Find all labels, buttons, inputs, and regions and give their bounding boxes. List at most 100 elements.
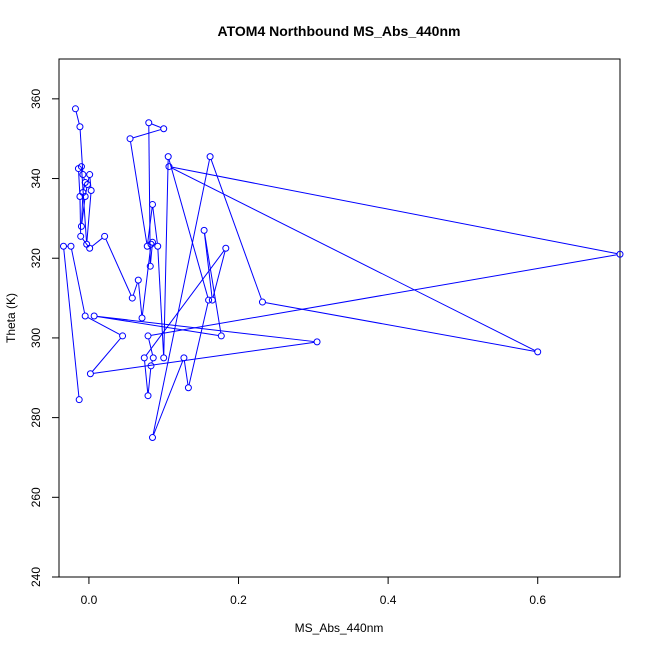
series-segment [153,360,184,435]
series-segment [132,129,161,139]
series-segment [145,250,225,356]
series-segment [152,159,210,435]
series-segment [168,159,209,298]
data-point [217,332,225,340]
data-point [77,222,85,230]
data-point [138,314,146,322]
data-point [143,242,151,250]
data-point [146,262,154,270]
series-segment [203,233,213,298]
data-point [147,240,155,248]
series-segment [157,249,165,355]
series-segment [152,207,158,244]
data-point [87,186,95,194]
series-segment [105,238,132,296]
series-segment [150,254,618,336]
series-segment [265,302,535,352]
data-point [184,384,192,392]
y-tick-label: 240 [29,567,43,587]
series-segment [89,177,92,188]
data-point [81,179,89,187]
data-point [160,125,168,133]
data-point [134,276,142,284]
series-segment [97,315,219,336]
data-point [147,362,155,370]
data-point [222,244,230,252]
data-point [205,296,213,304]
data-point [149,238,156,246]
series-segment [79,199,82,234]
series-segment [97,315,315,343]
series-segment [93,341,315,374]
data-point [76,192,84,200]
series-segment [79,129,84,172]
x-tick-label: 0.0 [81,593,98,607]
data-point [160,354,168,362]
y-tick-label: 340 [29,168,43,188]
data-point [165,163,173,171]
series-segment [91,337,122,372]
series-segment [141,247,152,316]
series-segment [171,166,618,255]
y-axis: 240 260 280 300 320 340 360 [29,89,60,587]
data-point [81,312,89,320]
series-segment [132,282,138,296]
series-segment [86,193,92,242]
x-tick-label: 0.6 [529,593,546,607]
data-point [140,354,148,362]
data-point [145,119,153,127]
data-point [86,171,94,179]
series-segment [147,207,153,244]
data-point [208,296,216,304]
data-point [101,232,109,240]
series-segment [150,245,153,264]
series-segment [204,233,222,334]
data-point [144,332,152,340]
y-tick-label: 360 [29,89,43,109]
series-segment [138,283,143,316]
data-point [258,298,266,306]
data-point [67,242,75,250]
y-tick-label: 300 [29,328,43,348]
series-segment [130,141,148,244]
data-point [81,192,89,200]
data-point [313,338,321,346]
data-point [128,294,136,302]
data-point [206,153,214,161]
series-segment [151,123,162,129]
data-point [59,242,67,250]
data-point [90,312,98,320]
series-segment [147,368,152,393]
series-segment [148,338,154,356]
data-point [119,332,127,340]
series-segment [91,237,103,247]
data-point [149,434,156,442]
y-tick-label: 280 [29,407,43,427]
data-point [71,105,79,113]
data-point [164,153,172,161]
series-segment [188,302,209,385]
series-layer [59,105,624,442]
series-segment [63,249,80,397]
y-tick-label: 260 [29,487,43,507]
x-tick-label: 0.4 [380,593,397,607]
x-tick-label: 0.2 [230,593,247,607]
data-point [534,348,542,356]
data-point [144,392,152,400]
series-segment [210,159,262,300]
series-segment [81,195,84,224]
data-point [126,135,134,143]
y-tick-label: 320 [29,248,43,268]
data-point [83,181,91,189]
x-axis-label: MS_Abs_440nm [295,621,384,635]
series-segment [75,111,80,124]
series-segment [183,360,189,385]
data-point [149,354,157,362]
data-point [75,396,83,404]
series-segment [163,159,169,355]
data-point [86,244,94,252]
data-point [180,354,188,362]
series-segment [87,316,121,335]
data-point [76,123,84,131]
